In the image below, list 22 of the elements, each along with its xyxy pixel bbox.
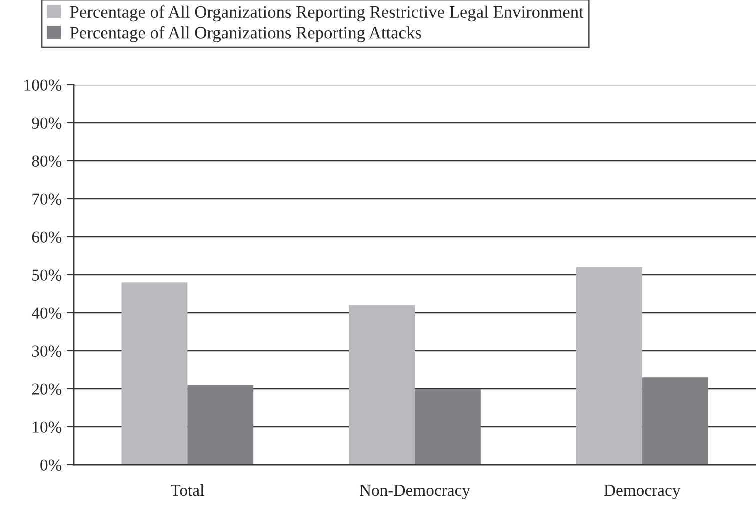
legend-label: Percentage of All Organizations Reporting Attacks: [70, 26, 422, 42]
bar: [642, 378, 708, 465]
legend-label: Percentage of All Organizations Reporting Restrictive Legal Environment: [70, 6, 584, 22]
bar: [122, 282, 188, 465]
bar: [188, 385, 254, 465]
y-tick-label: 90%: [32, 118, 62, 129]
bar: [576, 267, 642, 465]
y-tick-label: 100%: [24, 80, 62, 91]
x-tick-label: Non-Democracy: [360, 485, 470, 500]
x-tick-label: Democracy: [604, 485, 681, 500]
y-tick-label: 60%: [32, 232, 62, 243]
x-tick-label: Total: [170, 484, 204, 496]
bar: [415, 389, 481, 465]
y-tick-label: 50%: [32, 270, 62, 281]
y-tick-label: 80%: [32, 156, 62, 167]
y-tick-label: 70%: [32, 194, 62, 205]
bar: [349, 305, 415, 465]
y-tick-label: 30%: [32, 346, 62, 357]
y-tick-label: 40%: [32, 308, 62, 319]
y-tick-label: 20%: [32, 384, 62, 395]
y-tick-label: 10%: [33, 422, 62, 433]
y-tick-label: 0%: [40, 460, 62, 471]
